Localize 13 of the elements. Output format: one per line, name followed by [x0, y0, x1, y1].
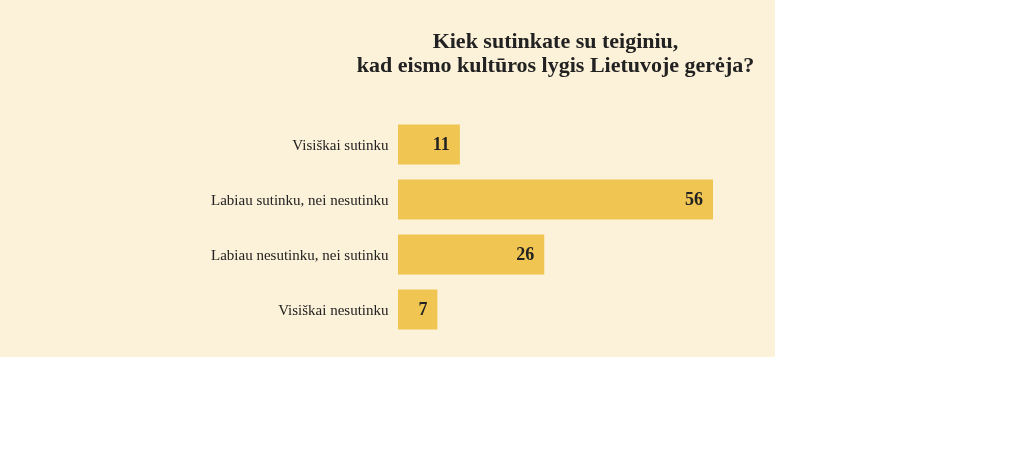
data-label: 26 [516, 243, 535, 264]
bar [398, 289, 438, 330]
y-tick-label: Visiškai sutinku [292, 136, 389, 153]
y-tick-label: Labiau nesutinku, nei sutinku [211, 246, 389, 263]
bar [398, 234, 545, 275]
bar [398, 124, 460, 165]
data-label: 7 [418, 298, 428, 319]
y-tick-label: Visiškai nesutinku [278, 301, 389, 318]
bar [398, 179, 713, 220]
chart-title: Kiek sutinkate su teiginiu, kad eismo kultūros lygis Lietuvoje gerėja? [356, 28, 755, 77]
data-label: 11 [432, 133, 450, 154]
data-label: 56 [685, 188, 703, 209]
y-tick-label: Labiau sutinku, nei nesutinku [211, 191, 389, 208]
